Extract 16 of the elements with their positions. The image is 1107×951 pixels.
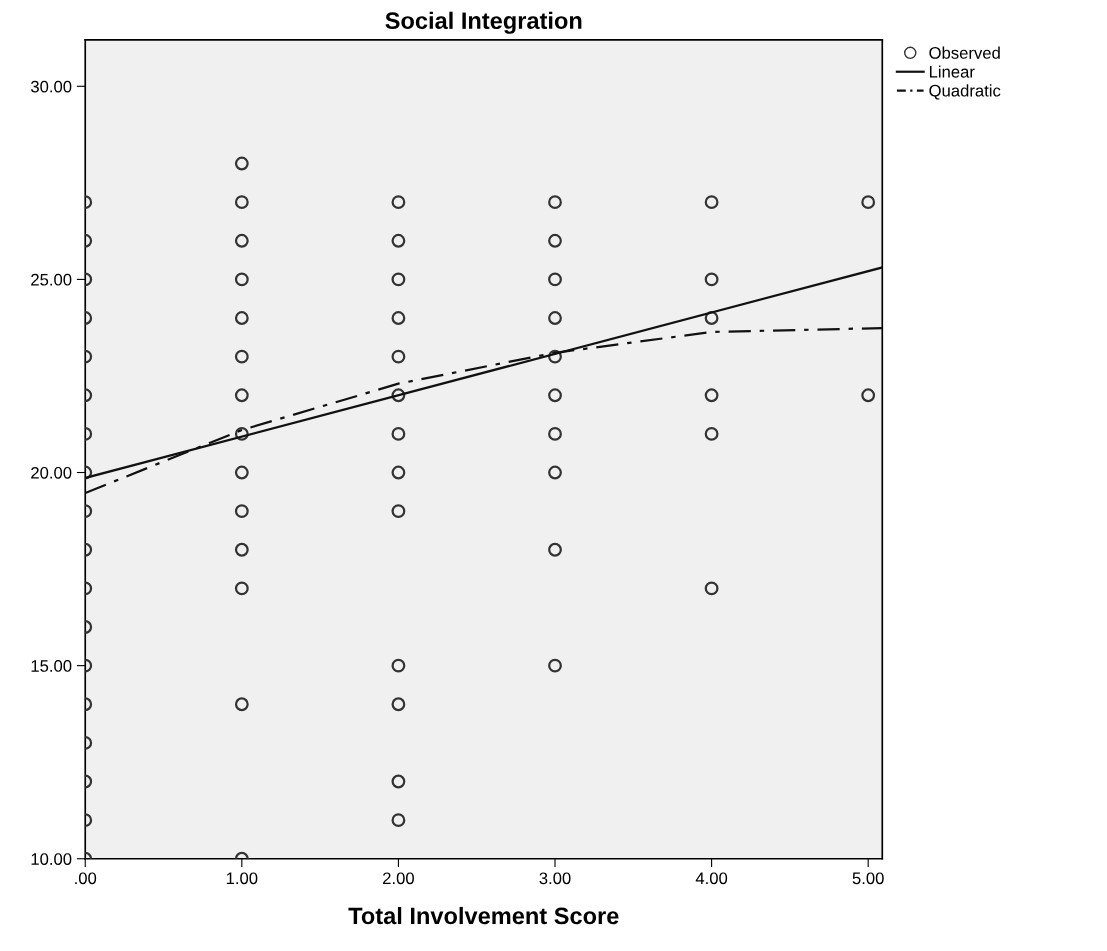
- x-tick-label: 3.00: [539, 872, 571, 885]
- x-tick-label: 1.00: [226, 872, 258, 885]
- x-tick-label: 2.00: [383, 872, 414, 885]
- legend-label: Observed: [929, 46, 1000, 59]
- y-tick-label: 20.00: [31, 466, 72, 479]
- x-axis-title: Total Involvement Score: [348, 906, 619, 925]
- legend-label: Quadratic: [929, 84, 1001, 100]
- y-tick-label: 25.00: [31, 273, 72, 286]
- x-tick-label: 5.00: [852, 872, 884, 885]
- y-tick-label: 15.00: [31, 660, 72, 672]
- x-tick-label: 4.00: [695, 872, 728, 885]
- legend-label: Linear: [929, 65, 975, 78]
- y-tick-label: 10.00: [31, 853, 72, 865]
- x-tick-label: .00: [75, 872, 97, 885]
- y-tick-label: 30.00: [30, 80, 72, 93]
- chart-title: Social Integration: [385, 11, 582, 34]
